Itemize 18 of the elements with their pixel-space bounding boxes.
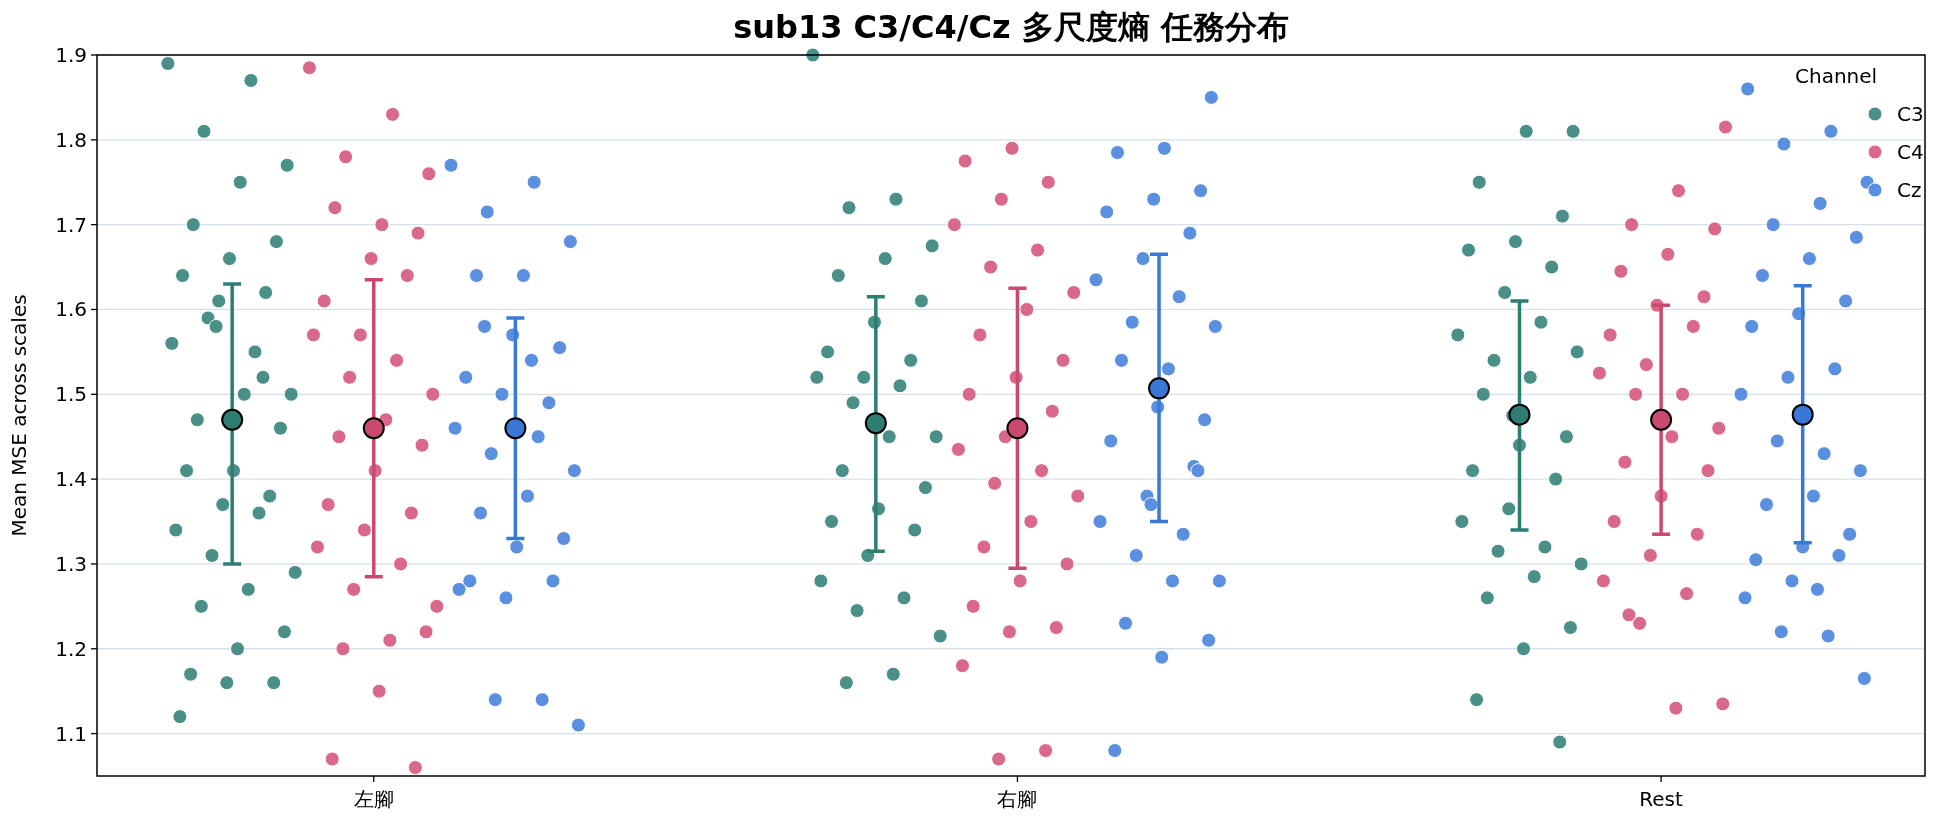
y-tick-label: 1.3 (55, 551, 87, 576)
x-tick-label: 右腳 (997, 787, 1038, 811)
y-tick-label: 1.9 (55, 43, 87, 67)
y-tick-label: 1.4 (55, 467, 87, 492)
y-axis-title: Mean MSE across scales (7, 294, 31, 537)
legend-label: C3 (1897, 102, 1924, 126)
x-tick-label: Rest (1639, 787, 1684, 811)
y-tick-label: 1.8 (55, 127, 87, 152)
legend-label: C4 (1897, 140, 1924, 164)
y-tick-label: 1.5 (55, 382, 87, 407)
y-tick-label: 1.6 (55, 297, 87, 322)
legend-label: Cz (1897, 178, 1922, 202)
legend-title: Channel (1795, 64, 1878, 88)
y-tick-label: 1.1 (55, 721, 87, 746)
x-tick-label: 左腳 (353, 787, 394, 811)
chart-title: sub13 C3/C4/Cz 多尺度熵 任務分布 (733, 8, 1289, 46)
y-tick-label: 1.2 (55, 636, 87, 661)
y-tick-label: 1.7 (55, 212, 87, 237)
